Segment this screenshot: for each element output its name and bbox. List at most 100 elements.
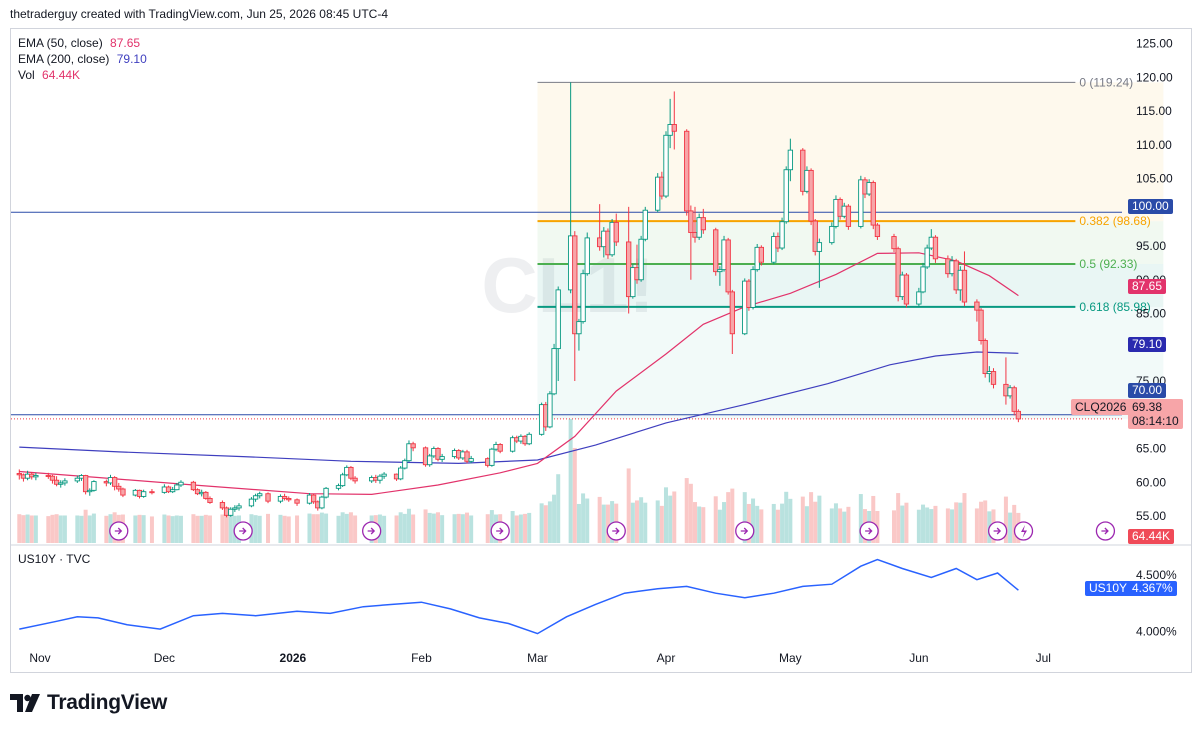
candle-body[interactable] <box>49 475 56 481</box>
candle-body[interactable] <box>903 274 910 305</box>
candle-body[interactable] <box>783 169 789 223</box>
candle-body[interactable] <box>286 498 292 501</box>
candle-body[interactable] <box>870 182 876 226</box>
candle-body[interactable] <box>190 481 197 491</box>
candle-body[interactable] <box>91 481 97 491</box>
candle-body[interactable] <box>294 499 300 504</box>
candle-body[interactable] <box>509 437 516 452</box>
candle-body[interactable] <box>630 267 636 298</box>
candle-body[interactable] <box>584 237 590 275</box>
candle-body[interactable] <box>895 248 901 298</box>
candle-body[interactable] <box>335 485 342 489</box>
candle-body[interactable] <box>74 477 80 482</box>
candle-body[interactable] <box>1015 410 1022 420</box>
candle-body[interactable] <box>439 456 445 460</box>
us10y-line[interactable] <box>19 558 1019 635</box>
legend-ema200[interactable]: EMA (200, close) 79.10 <box>18 51 147 67</box>
candle-body[interactable] <box>700 217 706 231</box>
candle-body[interactable] <box>613 221 619 243</box>
candle-body[interactable] <box>178 481 184 486</box>
candle-body[interactable] <box>787 149 794 171</box>
candle-body[interactable] <box>547 393 553 428</box>
candle-body[interactable] <box>816 242 823 252</box>
candle-body[interactable] <box>53 479 60 485</box>
candle-body[interactable] <box>352 477 358 482</box>
candle-body[interactable] <box>427 455 433 466</box>
candle-body[interactable] <box>717 269 723 273</box>
candle-body[interactable] <box>891 236 897 250</box>
candle-body[interactable] <box>141 491 147 497</box>
candle-body[interactable] <box>468 458 474 462</box>
candle-body[interactable] <box>688 210 694 233</box>
candle-body[interactable] <box>982 340 988 375</box>
candle-body[interactable] <box>990 371 997 385</box>
candle-body[interactable] <box>642 209 648 240</box>
candle-body[interactable] <box>310 494 317 503</box>
candle-body[interactable] <box>858 179 864 227</box>
candle-body[interactable] <box>758 246 764 263</box>
candle-body[interactable] <box>406 443 412 462</box>
candle-body[interactable] <box>572 235 578 335</box>
candle-body[interactable] <box>402 460 408 469</box>
candle-body[interactable] <box>33 475 39 478</box>
candle-body[interactable] <box>435 448 441 460</box>
candle-body[interactable] <box>149 491 155 494</box>
candle-body[interactable] <box>924 247 930 268</box>
candle-body[interactable] <box>203 491 209 499</box>
candle-body[interactable] <box>489 448 495 466</box>
candle-body[interactable] <box>323 487 329 498</box>
candle-body[interactable] <box>771 236 777 263</box>
candle-body[interactable] <box>920 266 926 293</box>
candle-body[interactable] <box>916 291 922 305</box>
candle-body[interactable] <box>381 473 387 477</box>
candle-body[interactable] <box>779 221 785 249</box>
candle-body[interactable] <box>252 495 259 500</box>
candle-body[interactable] <box>281 495 288 499</box>
candle-body[interactable] <box>319 496 325 509</box>
candle-body[interactable] <box>82 475 89 493</box>
candle-body[interactable] <box>974 301 980 311</box>
candle-body[interactable] <box>464 451 470 462</box>
candle-body[interactable] <box>725 239 731 293</box>
candle-body[interactable] <box>58 482 64 485</box>
candle-body[interactable] <box>961 269 968 303</box>
candle-body[interactable] <box>120 488 126 496</box>
candle-body[interactable] <box>194 489 201 495</box>
candle-body[interactable] <box>232 507 238 510</box>
candle-body[interactable] <box>265 493 271 502</box>
candle-body[interactable] <box>580 273 586 323</box>
candle-body[interactable] <box>663 134 669 197</box>
candle-body[interactable] <box>16 473 22 476</box>
candle-body[interactable] <box>410 443 416 449</box>
candle-body[interactable] <box>348 466 354 479</box>
candle-body[interactable] <box>713 229 719 273</box>
legend-volume[interactable]: Vol 64.44K <box>18 67 147 83</box>
candle-body[interactable] <box>170 489 176 493</box>
candle-body[interactable] <box>808 169 814 222</box>
candle-body[interactable] <box>257 493 263 497</box>
candle-body[interactable] <box>671 124 677 132</box>
candle-body[interactable] <box>729 291 735 335</box>
legend-ema50[interactable]: EMA (50, close) 87.65 <box>18 35 147 51</box>
candle-body[interactable] <box>576 321 582 335</box>
candle-body[interactable] <box>978 309 984 341</box>
candle-body[interactable] <box>684 130 690 212</box>
candle-body[interactable] <box>555 289 561 350</box>
us10y-legend[interactable]: US10Y · TVC <box>18 552 91 566</box>
candle-body[interactable] <box>207 498 213 503</box>
candle-body[interactable] <box>551 348 557 395</box>
candle-body[interactable] <box>526 433 532 445</box>
candle-body[interactable] <box>497 444 503 452</box>
candle-body[interactable] <box>339 474 346 487</box>
candle-body[interactable] <box>87 489 93 493</box>
candle-body[interactable] <box>62 480 68 484</box>
candle-body[interactable] <box>932 236 939 260</box>
candle-body[interactable] <box>874 224 881 237</box>
candle-body[interactable] <box>750 269 756 308</box>
candle-body[interactable] <box>638 238 644 281</box>
candle-body[interactable] <box>174 484 180 491</box>
candle-body[interactable] <box>829 225 835 244</box>
candle-body[interactable] <box>116 485 122 490</box>
tradingview-logo[interactable]: TradingView <box>10 690 167 716</box>
